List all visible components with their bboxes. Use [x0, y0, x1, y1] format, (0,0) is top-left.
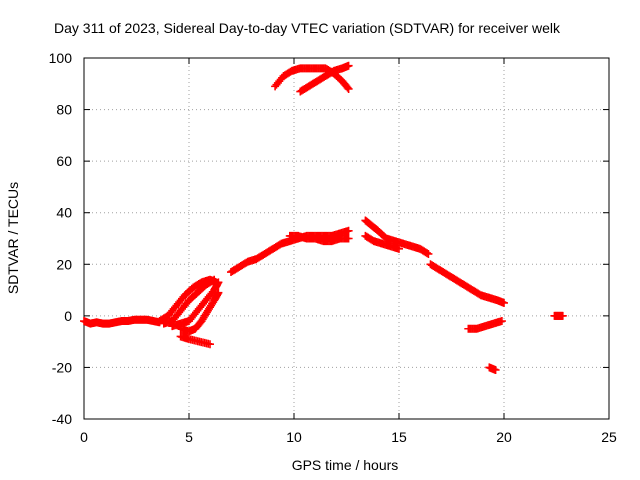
y-tick-label: 0: [64, 308, 72, 324]
data-point: [500, 298, 508, 307]
data-point: [344, 234, 353, 243]
x-tick-label: 10: [286, 429, 302, 445]
plot-frame: [83, 57, 610, 420]
series-dawn-arc-d: [176, 288, 223, 336]
chart-title: Day 311 of 2023, Sidereal Day-to-day VTE…: [54, 20, 561, 36]
data-point: [497, 317, 506, 326]
series-late-blob: [550, 311, 567, 320]
y-tick-label: 40: [56, 205, 72, 221]
series-evening-decay-a: [361, 216, 433, 258]
data-point: [210, 275, 219, 284]
data-point: [558, 311, 567, 320]
data-marks: [80, 61, 567, 375]
data-point: [395, 244, 403, 253]
x-tick-label: 20: [496, 429, 512, 445]
data-point: [343, 83, 352, 92]
data-point: [208, 276, 217, 285]
data-point: [214, 288, 223, 297]
axis-ticks: 0 5 10 15 20 25 -40 -20 0 20 40 60 80 100: [49, 50, 617, 445]
series-pre-dawn-flat: [80, 315, 164, 328]
data-point: [424, 249, 433, 258]
y-tick-label: 100: [49, 50, 73, 66]
x-tick-label: 5: [185, 429, 193, 445]
x-tick-label: 25: [601, 429, 617, 445]
series-dawn-arc-e: [176, 332, 214, 349]
series-night-point: [485, 363, 500, 375]
data-point: [214, 278, 223, 287]
series-daytime-band: [285, 231, 353, 246]
series-night-low: [464, 317, 506, 333]
data-point: [491, 366, 500, 375]
data-point: [344, 226, 353, 235]
y-tick-label: -20: [52, 359, 72, 375]
x-axis-title: GPS time / hours: [292, 457, 399, 473]
y-tick-label: 80: [56, 102, 72, 118]
data-point: [423, 249, 431, 258]
data-point: [344, 61, 353, 70]
y-axis-title: SDTVAR / TECUs: [5, 182, 21, 294]
y-tick-label: 60: [56, 153, 72, 169]
series-dawn-arc-b: [159, 275, 219, 328]
series-dawn-arc-c: [168, 278, 223, 331]
series-evening-decay-c: [426, 260, 508, 307]
y-tick-label: -40: [52, 411, 72, 427]
x-tick-label: 0: [80, 429, 88, 445]
series-upper-arc-b: [296, 61, 353, 96]
data-point: [344, 84, 353, 93]
series-evening-decay-b: [361, 231, 403, 253]
y-tick-label: 20: [56, 256, 72, 272]
data-point: [206, 340, 214, 349]
x-tick-label: 15: [391, 429, 407, 445]
